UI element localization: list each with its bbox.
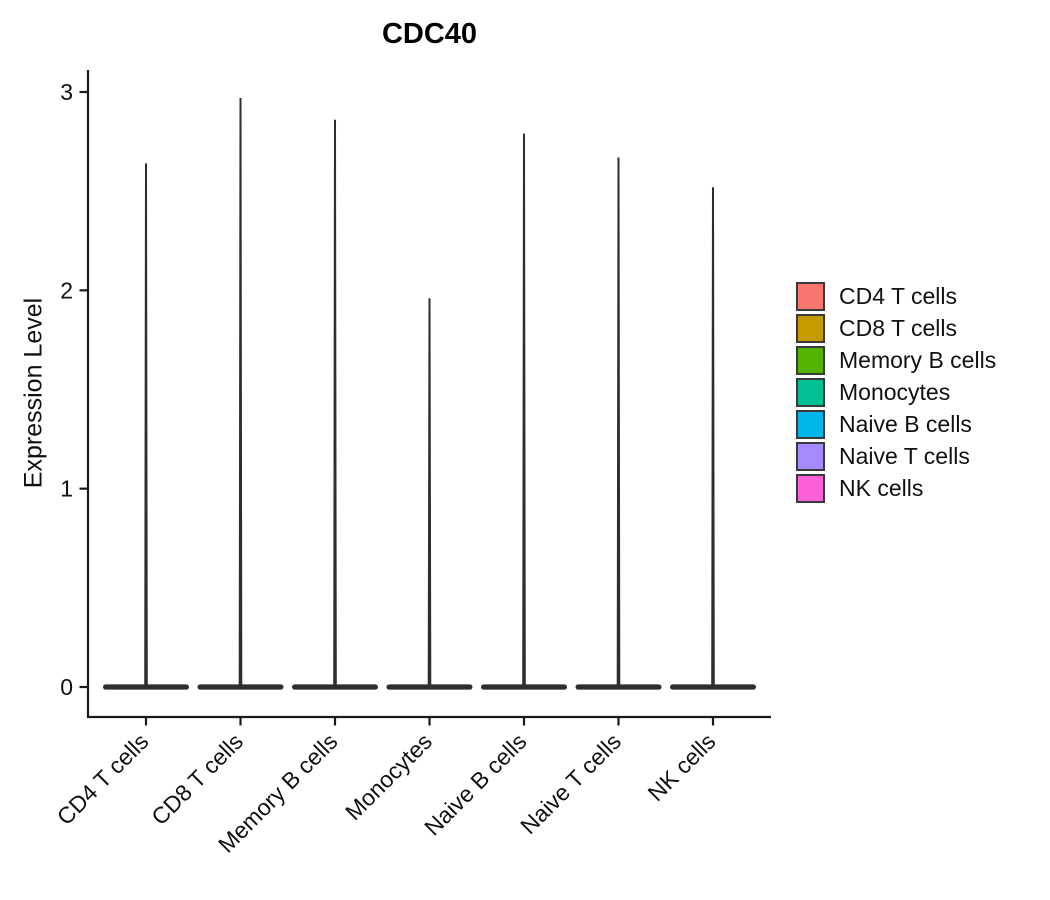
y-tick-label-1: 1 <box>60 476 73 502</box>
violin-spike <box>333 119 337 688</box>
y-tick-label-0: 0 <box>60 674 73 700</box>
legend-label: Monocytes <box>839 379 951 405</box>
violin-spike <box>616 157 621 688</box>
x-tick-label-naive-t-cells: Naive T cells <box>515 728 626 839</box>
y-tick-label-2: 2 <box>60 277 73 303</box>
legend-key-swatch <box>796 282 825 311</box>
violin-nk-cells <box>670 187 756 690</box>
axis-lines <box>86 70 771 719</box>
violin-memory-b-cells <box>292 119 378 690</box>
x-tick-label-monocytes: Monocytes <box>340 728 437 825</box>
violin-spike <box>427 298 432 687</box>
violin-monocytes <box>386 298 473 690</box>
legend-item-naive-t-cells: Naive T cells <box>796 442 996 471</box>
legend-item-nk-cells: NK cells <box>796 474 996 503</box>
legend-label: Naive B cells <box>839 411 972 437</box>
legend-key-swatch <box>796 378 825 407</box>
legend-label: CD4 T cells <box>839 283 958 309</box>
legend-key-swatch <box>796 314 825 343</box>
legend-item-monocytes: Monocytes <box>796 378 996 407</box>
violin-spike <box>238 97 243 687</box>
legend-item-naive-b-cells: Naive B cells <box>796 410 996 439</box>
x-tick-label-cd4-t-cells: CD4 T cells <box>52 728 154 830</box>
violin-spike <box>522 133 526 687</box>
violin-spike <box>144 163 148 687</box>
legend-label: CD8 T cells <box>839 315 958 341</box>
legend-key-swatch <box>796 442 825 471</box>
violin-cd8-t-cells <box>197 97 284 690</box>
x-tick-label-naive-b-cells: Naive B cells <box>419 728 531 840</box>
y-axis: 0 1 2 3 <box>60 79 88 700</box>
legend-label: Naive T cells <box>839 443 970 469</box>
chart-title: CDC40 <box>381 18 478 50</box>
legend-item-cd4-t-cells: CD4 T cells <box>796 282 996 311</box>
violin-spike <box>711 187 715 687</box>
legend-item-memory-b-cells: Memory B cells <box>796 346 996 375</box>
y-tick-label-3: 3 <box>60 79 73 105</box>
x-tick-label-nk-cells: NK cells <box>642 728 720 806</box>
violin-naive-b-cells <box>481 133 567 690</box>
violin-cd4-t-cells <box>103 163 189 690</box>
legend-label: Memory B cells <box>839 347 997 373</box>
legend: CD4 T cells CD8 T cells Memory B cells Mono… <box>796 282 996 506</box>
legend-label: NK cells <box>839 475 924 501</box>
legend-key-swatch <box>796 346 825 375</box>
legend-key-swatch <box>796 474 825 503</box>
x-tick-label-cd8-t-cells: CD8 T cells <box>146 728 248 830</box>
violin-naive-t-cells <box>575 157 662 690</box>
legend-item-cd8-t-cells: CD8 T cells <box>796 314 996 343</box>
legend-key-swatch <box>796 410 825 439</box>
